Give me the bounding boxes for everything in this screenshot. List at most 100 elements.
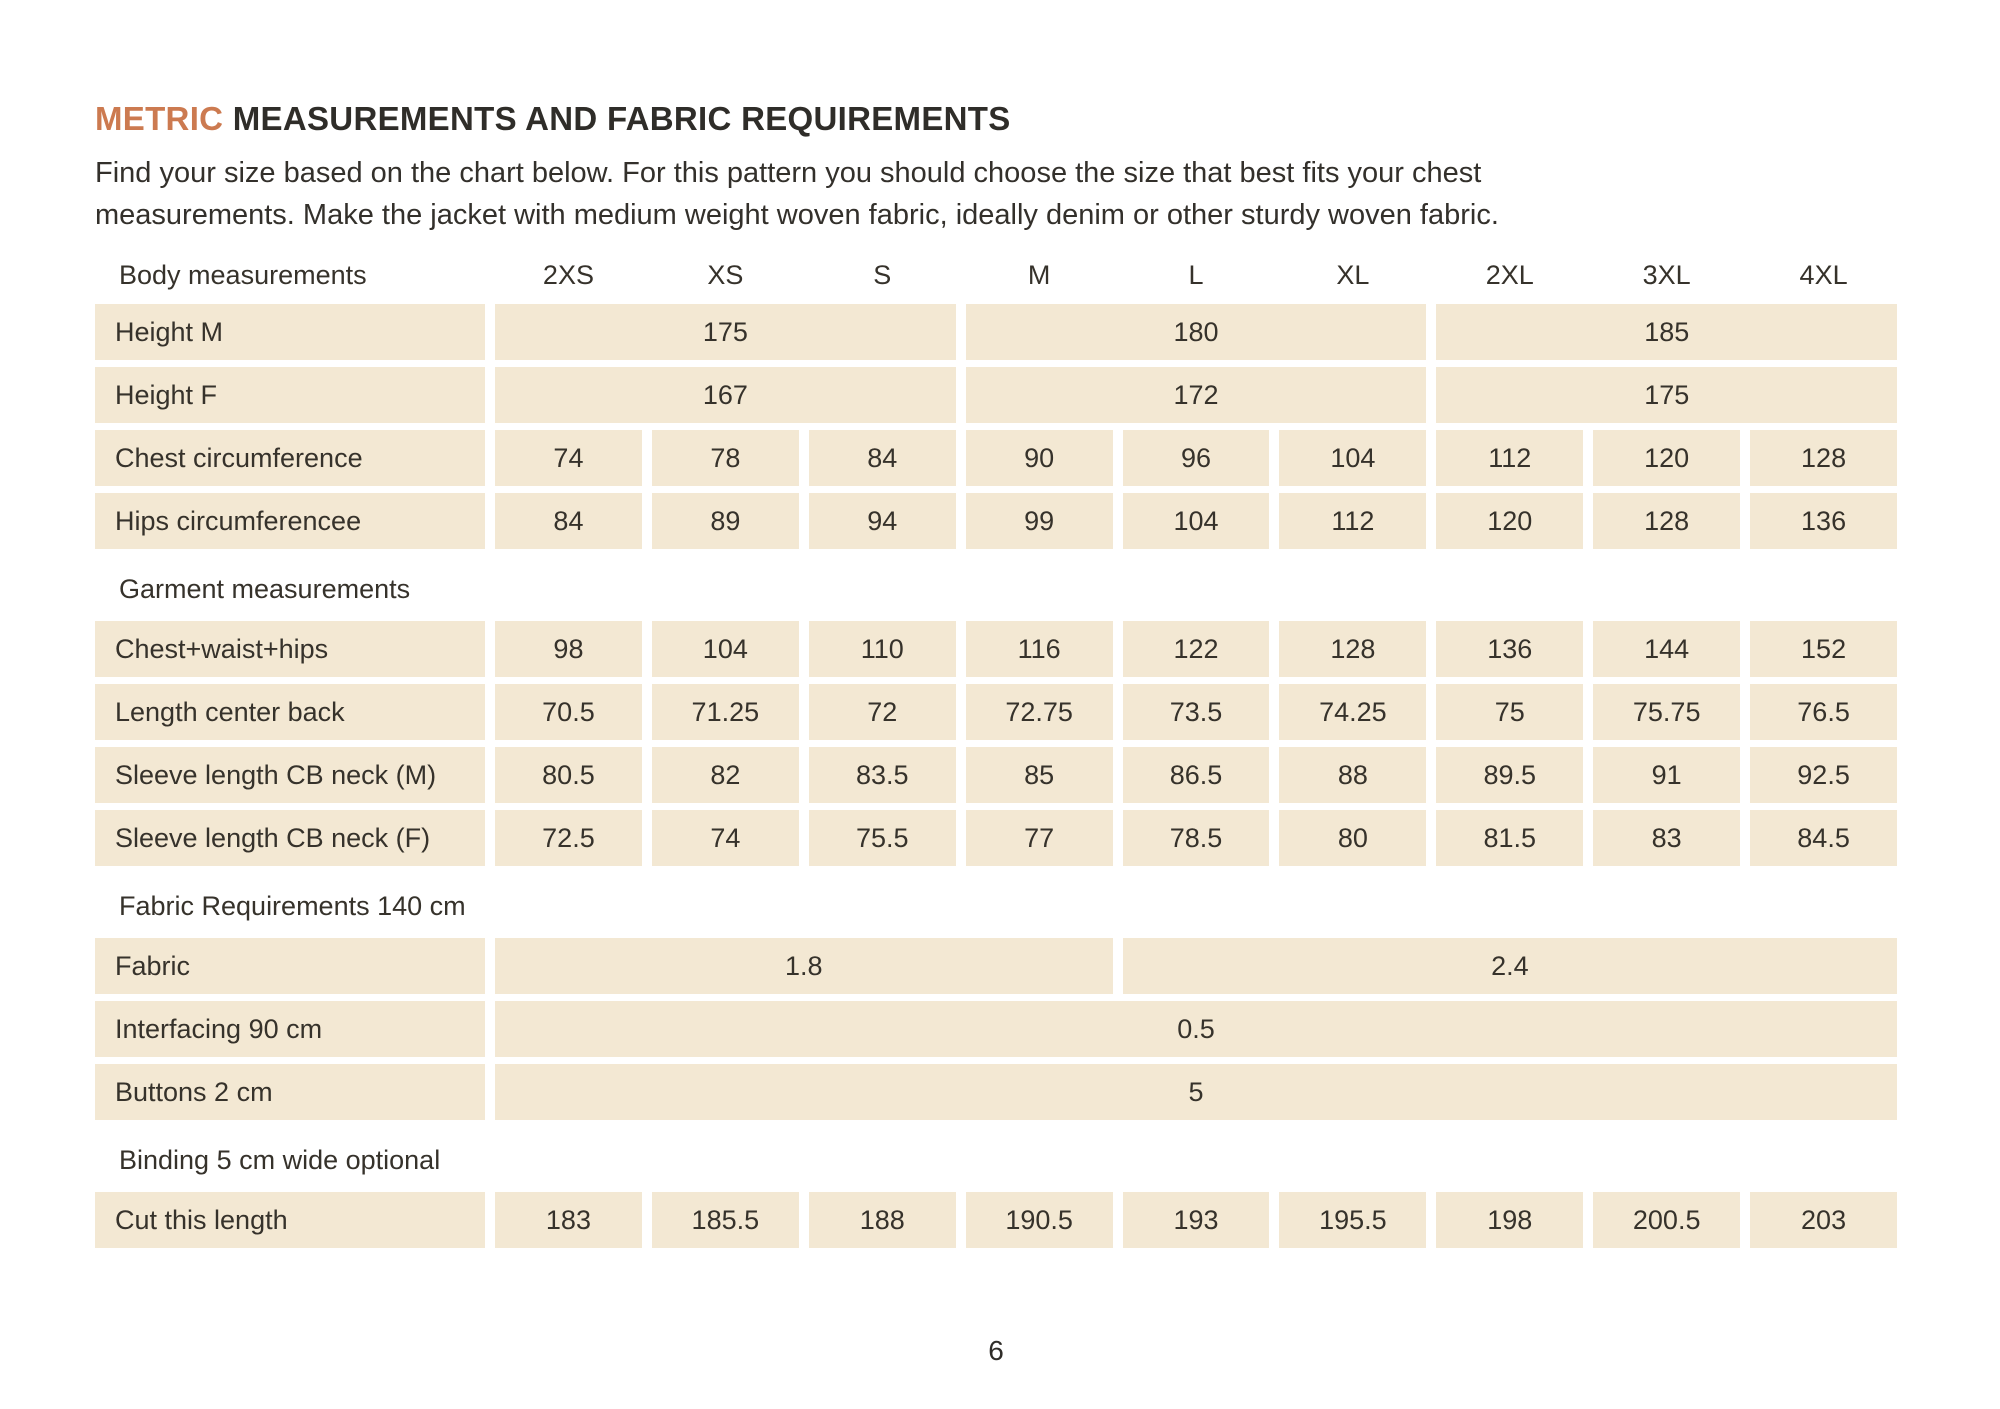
value-cell: 75	[1436, 684, 1584, 740]
table-row: Height M 175 180 185	[95, 304, 1898, 360]
row-label: Buttons 2 cm	[95, 1064, 485, 1120]
value-cell: 73.5	[1122, 684, 1270, 740]
row-label: Chest circumference	[95, 430, 485, 486]
table-section-row: Garment measurements	[95, 556, 1897, 614]
table-row: Interfacing 90 cm 0.5	[95, 1001, 1898, 1057]
value-cell: 120	[1593, 430, 1741, 486]
value-cell: 183	[495, 1192, 642, 1248]
value-cell: 128	[1593, 493, 1741, 549]
value-cell: 98	[495, 621, 642, 677]
table-row: Chest circumference 74 78 84 90 96 104 112 120 12…	[95, 430, 1898, 486]
value-cell: 0.5	[495, 1001, 1898, 1057]
value-cell: 80.5	[495, 747, 642, 803]
value-cell: 175	[1436, 367, 1898, 423]
table-header-row: Body measurements 2XS XS S M L XL 2XL 3XL 4XL	[95, 255, 1897, 295]
row-label: Sleeve length CB neck (M)	[95, 747, 485, 803]
section-label: Binding 5 cm wide optional	[119, 1144, 441, 1175]
header-block: METRIC MEASUREMENTS AND FABRIC REQUIREME…	[95, 100, 1695, 236]
value-cell: 136	[1750, 493, 1898, 549]
value-cell: 120	[1436, 493, 1584, 549]
table-row: Cut this length 183 185.5 188 190.5 193 195.5 1…	[95, 1192, 1898, 1248]
value-cell: 112	[1436, 430, 1584, 486]
value-cell: 112	[1279, 493, 1427, 549]
page-title-accent: METRIC	[95, 100, 224, 137]
value-cell: 198	[1436, 1192, 1584, 1248]
value-cell: 90	[965, 430, 1113, 486]
value-cell: 74.25	[1279, 684, 1427, 740]
table-row: Length center back 70.5 71.25 72 72.75 73.5 74…	[95, 684, 1898, 740]
column-header-l: L	[1188, 259, 1204, 290]
value-cell: 77	[965, 810, 1113, 866]
value-cell: 144	[1593, 621, 1741, 677]
value-cell: 116	[965, 621, 1113, 677]
column-header-2xs: 2XS	[542, 259, 594, 290]
value-cell: 82	[651, 747, 799, 803]
row-label: Height F	[95, 367, 485, 423]
value-cell: 89.5	[1436, 747, 1584, 803]
column-header-4xl: 4XL	[1799, 259, 1848, 290]
value-cell: 74	[651, 810, 799, 866]
value-cell: 99	[965, 493, 1113, 549]
value-cell: 78	[651, 430, 799, 486]
value-cell: 104	[1122, 493, 1270, 549]
page-title: METRIC MEASUREMENTS AND FABRIC REQUIREME…	[95, 100, 1695, 138]
value-cell: 104	[1279, 430, 1427, 486]
row-label: Interfacing 90 cm	[95, 1001, 485, 1057]
value-cell: 83.5	[808, 747, 956, 803]
value-cell: 72.75	[965, 684, 1113, 740]
table-section-row: Fabric Requirements 140 cm	[95, 873, 1897, 931]
value-cell: 84	[808, 430, 956, 486]
value-cell: 84.5	[1750, 810, 1898, 866]
section-label: Garment measurements	[119, 573, 411, 604]
value-cell: 83	[1593, 810, 1741, 866]
column-header-2xl: 2XL	[1485, 259, 1534, 290]
value-cell: 72.5	[495, 810, 642, 866]
value-cell: 104	[651, 621, 799, 677]
value-cell: 78.5	[1122, 810, 1270, 866]
intro-text: Find your size based on the chart below.…	[95, 157, 1499, 231]
table-header-label: Body measurements	[119, 259, 367, 290]
value-cell: 195.5	[1279, 1192, 1427, 1248]
value-cell: 136	[1436, 621, 1584, 677]
value-cell: 5	[495, 1064, 1898, 1120]
value-cell: 193	[1122, 1192, 1270, 1248]
row-label: Hips circumferencee	[95, 493, 485, 549]
column-header-s: S	[873, 259, 892, 290]
value-cell: 92.5	[1750, 747, 1898, 803]
section-label: Fabric Requirements 140 cm	[119, 890, 466, 921]
value-cell: 188	[808, 1192, 956, 1248]
value-cell: 172	[965, 367, 1427, 423]
value-cell: 190.5	[965, 1192, 1113, 1248]
value-cell: 74	[495, 430, 642, 486]
row-label: Height M	[95, 304, 485, 360]
table-row: Fabric 1.8 2.4	[95, 938, 1898, 994]
value-cell: 75.75	[1593, 684, 1741, 740]
value-cell: 86.5	[1122, 747, 1270, 803]
row-label: Sleeve length CB neck (F)	[95, 810, 485, 866]
value-cell: 185.5	[651, 1192, 799, 1248]
value-cell: 89	[651, 493, 799, 549]
table-section-row: Binding 5 cm wide optional	[95, 1127, 1897, 1185]
value-cell: 1.8	[495, 938, 1113, 994]
value-cell: 88	[1279, 747, 1427, 803]
row-label: Chest+waist+hips	[95, 621, 485, 677]
column-header-xs: XS	[707, 259, 744, 290]
value-cell: 152	[1750, 621, 1898, 677]
column-header-3xl: 3XL	[1642, 259, 1691, 290]
value-cell: 122	[1122, 621, 1270, 677]
table-row: Hips circumferencee 84 89 94 99 104 112 120 128 1…	[95, 493, 1898, 549]
value-cell: 128	[1279, 621, 1427, 677]
row-label: Length center back	[95, 684, 485, 740]
value-cell: 96	[1122, 430, 1270, 486]
row-label: Fabric	[95, 938, 485, 994]
table-row: Chest+waist+hips 98 104 110 116 122 128 136 144 1…	[95, 621, 1898, 677]
value-cell: 94	[808, 493, 956, 549]
page-title-rest: MEASUREMENTS AND FABRIC REQUIREMENTS	[223, 100, 1011, 137]
value-cell: 72	[808, 684, 956, 740]
column-header-xl: XL	[1336, 259, 1370, 290]
value-cell: 200.5	[1593, 1192, 1741, 1248]
value-cell: 71.25	[651, 684, 799, 740]
value-cell: 70.5	[495, 684, 642, 740]
row-label: Cut this length	[95, 1192, 485, 1248]
